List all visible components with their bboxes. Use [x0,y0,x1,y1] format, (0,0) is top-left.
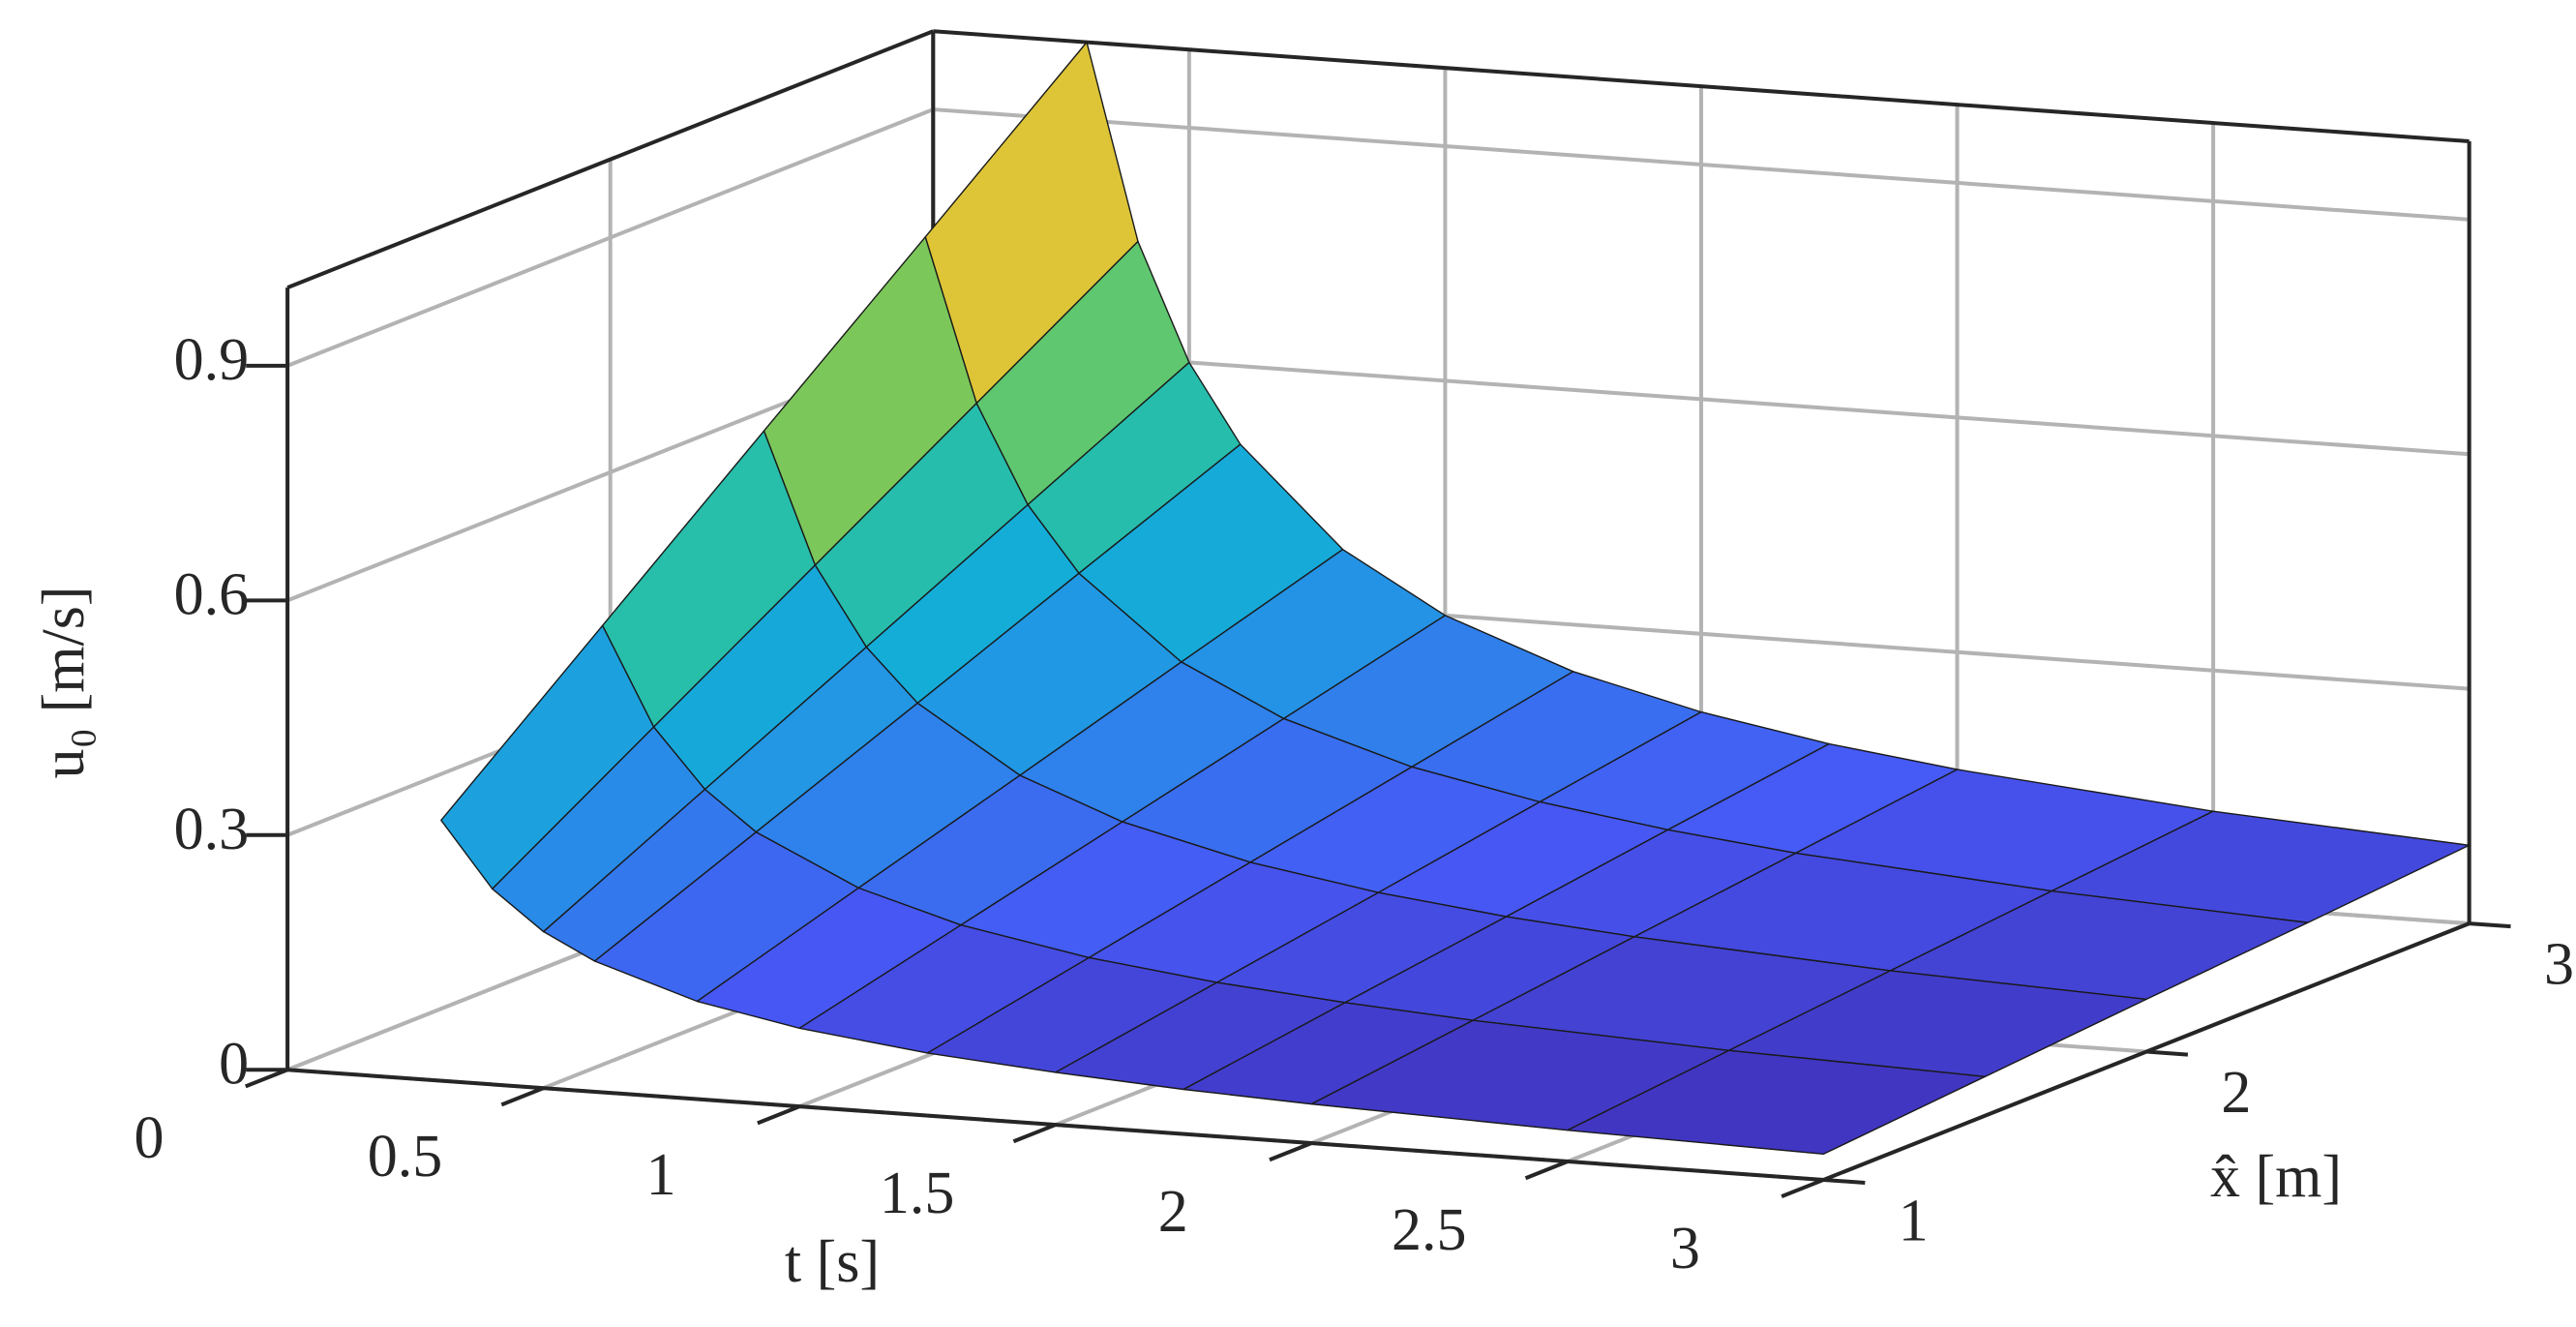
y-tick [1823,1177,1866,1186]
x-tick-label: 0.5 [368,1124,443,1190]
x-tick [1269,1141,1313,1162]
x-tick [757,1104,800,1126]
x-tick-label: 0 [134,1105,164,1171]
x-tick-label: 2 [1158,1179,1188,1245]
x-tick-label: 1.5 [880,1161,955,1226]
grid-line [933,107,2470,222]
y-tick-label: 1 [1899,1188,1929,1253]
y-axis-title: x̂ [m] [2210,1144,2342,1210]
z-axis-title: u₀ [m/s] [31,587,97,779]
y-tick-label: 3 [2544,931,2574,997]
front-layer: 0 0.3 0.6 0.9 0 0.5 1 1.5 2 2.5 3 1 2 3 t [s] x̂ [m] u₀ … [31,327,2574,1295]
surface [440,41,2471,1155]
x-axis-title: t [s] [785,1229,880,1295]
x-tick [1781,1178,1825,1199]
z-tick-label: 0.6 [174,562,250,628]
box-edge [933,29,2470,143]
surface-patch [1567,1049,1986,1155]
box-edge [286,29,935,289]
x-tick-label: 1 [646,1142,676,1208]
x-tick-label: 3 [1670,1216,1700,1282]
y-tick-label: 2 [2221,1060,2251,1126]
y-tick [2469,921,2511,929]
x-tick-label: 2.5 [1392,1197,1467,1263]
z-tick-label: 0.9 [174,327,250,393]
grid-line [286,107,935,368]
x-tick [1012,1123,1057,1144]
x-tick [244,1068,288,1089]
x-tick [1524,1160,1569,1181]
z-tick-label: 0 [219,1031,249,1097]
y-tick [2145,1049,2189,1057]
x-tick [500,1086,545,1107]
z-tick-label: 0.3 [174,797,250,862]
